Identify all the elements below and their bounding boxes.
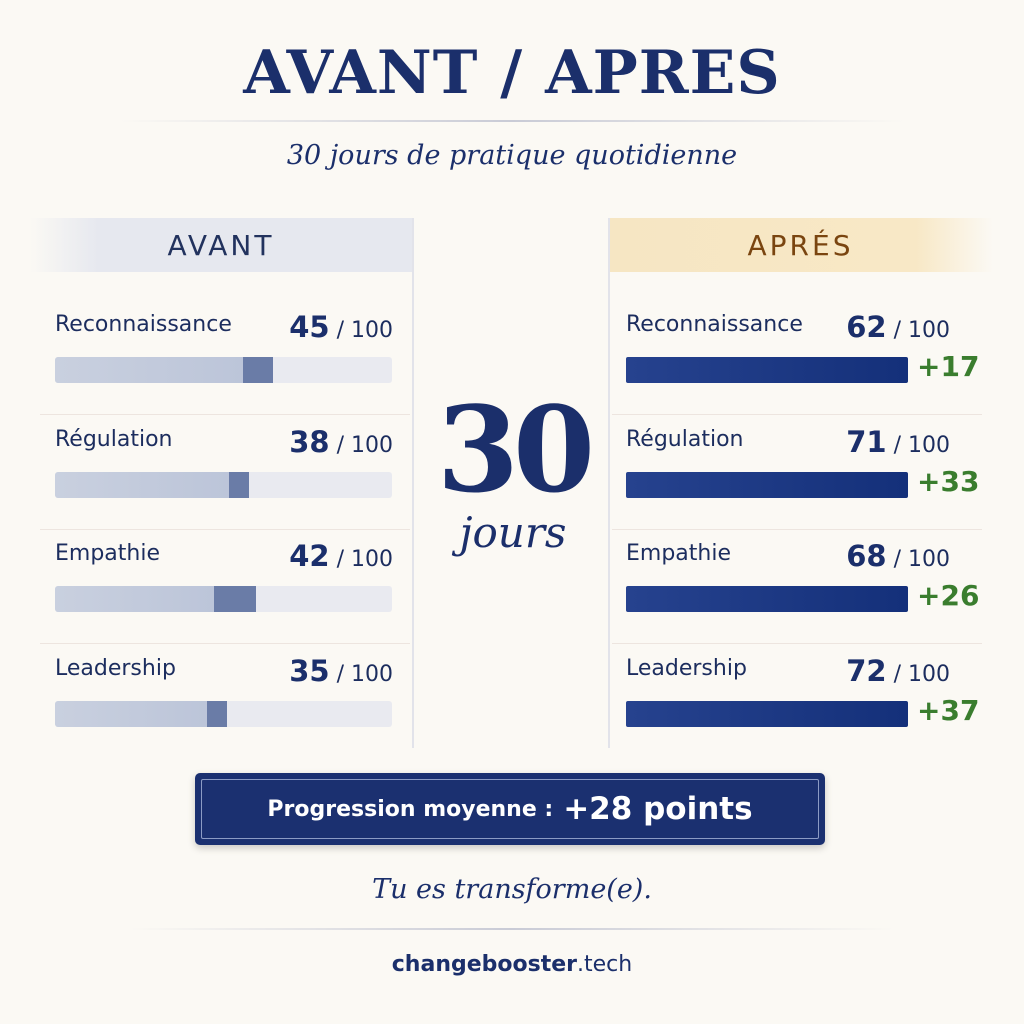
apres-score: 71 / 100 [846,425,950,459]
row-separator [40,529,410,530]
avant-bar-marker [207,701,227,727]
delta-value: +26 [917,579,980,612]
avant-header: AVANT [30,218,412,272]
avant-bar-track [55,472,392,498]
avant-label: Régulation [55,427,173,452]
row-separator [40,414,410,415]
apres-label: Reconnaissance [626,312,803,337]
avant-score: 45 / 100 [289,310,393,344]
avant-bar-track [55,586,392,612]
page-title: AVANT / APRES [243,38,781,108]
row-separator [40,643,410,644]
apres-bar [626,357,908,383]
row-separator [612,643,982,644]
average-progress-banner: Progression moyenne : +28 points [195,773,825,845]
divider [608,218,610,748]
avant-bar-marker [243,357,273,383]
avant-bar-fill [55,472,229,498]
apres-bar [626,586,908,612]
apres-score: 72 / 100 [846,654,950,688]
avant-score: 38 / 100 [289,425,393,459]
brand-name: changebooster [391,952,578,977]
progress-label: Progression moyenne : [267,796,554,822]
apres-header: APRÉS [608,218,993,272]
apres-score: 62 / 100 [846,310,950,344]
subtitle: 30 jours de pratique quotidienne [286,140,738,171]
divider [130,928,894,930]
apres-label: Leadership [626,656,747,681]
avant-score: 35 / 100 [289,654,393,688]
row-separator [612,529,982,530]
avant-label: Leadership [55,656,176,681]
avant-bar-marker [229,472,249,498]
tagline: Tu es transforme(e). [372,874,652,905]
delta-value: +17 [917,350,980,383]
brand-tld: .tech [577,952,633,977]
apres-label: Régulation [626,427,744,452]
avant-bar-track [55,357,392,383]
avant-bar-track [55,701,392,727]
apres-bar [626,472,908,498]
progress-value: +28 points [563,791,753,827]
days-number: 30 [436,380,595,519]
avant-label: Reconnaissance [55,312,232,337]
delta-value: +33 [917,465,980,498]
apres-score: 68 / 100 [846,539,950,573]
row-separator [612,414,982,415]
avant-label: Empathie [55,541,160,566]
footer-link[interactable]: changebooster.tech [0,952,1024,977]
apres-label: Empathie [626,541,731,566]
avant-score: 42 / 100 [289,539,393,573]
avant-bar-fill [55,701,207,727]
avant-bar-fill [55,357,243,383]
divider [412,218,414,748]
avant-bar-marker [214,586,257,612]
avant-bar-fill [55,586,214,612]
days-unit: jours [459,508,567,557]
apres-bar [626,701,908,727]
delta-value: +37 [917,694,980,727]
divider [120,120,904,122]
